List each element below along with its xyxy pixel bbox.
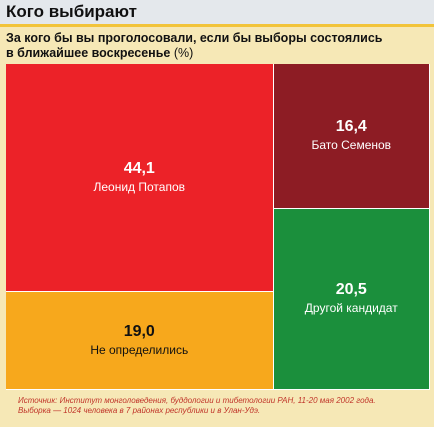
treemap-cell-semenov: 16,4 Бато Семенов bbox=[273, 64, 430, 209]
subtitle-line-2: в ближайшее воскресенье (%) bbox=[6, 46, 430, 61]
subtitle-unit: (%) bbox=[173, 46, 194, 60]
treemap-cell-potapov: 44,1 Леонид Потапов bbox=[6, 64, 274, 292]
cell-label-semenov: Бато Семенов bbox=[311, 138, 392, 153]
treemap-chart: 44,1 Леонид Потапов 16,4 Бато Семенов 20,5 Др… bbox=[6, 64, 430, 390]
header-bar: Кого выбирают bbox=[0, 0, 434, 27]
cell-value-other: 20,5 bbox=[335, 281, 367, 299]
source-line-2: Выборка — 1024 человека в 7 районах респ… bbox=[18, 406, 261, 415]
cell-label-potapov: Леонид Потапов bbox=[93, 179, 186, 194]
treemap-cell-other: 20,5 Другой кандидат bbox=[273, 208, 430, 390]
cell-label-other: Другой кандидат bbox=[304, 301, 398, 316]
cell-value-semenov: 16,4 bbox=[335, 118, 367, 136]
cell-label-undecided: Не определились bbox=[90, 342, 189, 357]
cell-value-undecided: 19,0 bbox=[123, 322, 155, 340]
source-note: Источник: Институт монголоведения, буддо… bbox=[18, 396, 428, 416]
subtitle-line-1: За кого бы вы проголосовали, если бы выб… bbox=[6, 31, 383, 45]
subtitle-line-2-text: в ближайшее воскресенье bbox=[6, 46, 171, 60]
chart-subtitle: За кого бы вы проголосовали, если бы выб… bbox=[6, 31, 430, 61]
source-line-1: Источник: Институт монголоведения, буддо… bbox=[18, 396, 376, 405]
chart-title: Кого выбирают bbox=[6, 2, 137, 21]
treemap-cell-undecided: 19,0 Не определились bbox=[6, 291, 274, 390]
cell-value-potapov: 44,1 bbox=[123, 159, 155, 177]
